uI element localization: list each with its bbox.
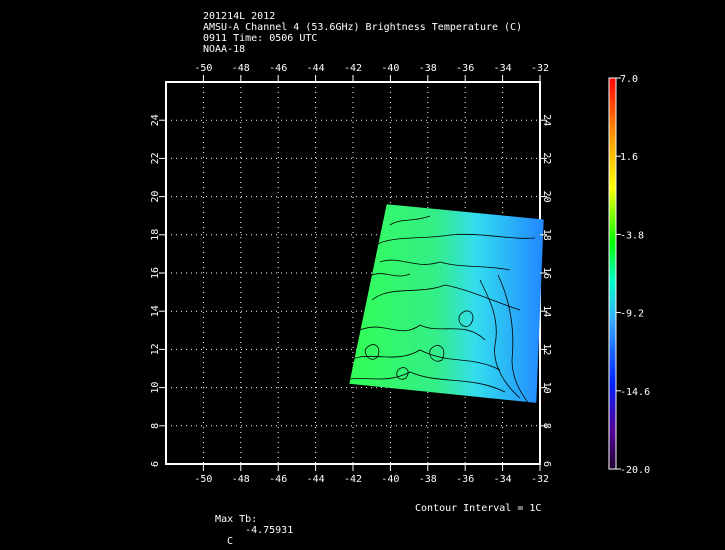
colorbar-label: -14.6: [620, 387, 650, 398]
lon-label-top: -36: [456, 63, 474, 74]
lat-label-left-min: 6: [150, 461, 161, 467]
contour-line: [479, 279, 521, 399]
lat-label-right: 8: [541, 423, 552, 429]
contour-line: [429, 345, 445, 362]
lon-label-top: -46: [269, 63, 287, 74]
contour-line: [364, 344, 380, 360]
product-title: AMSU-A Channel 4 (53.6GHz) Brightness Te…: [203, 22, 523, 33]
lat-label-right: 12: [541, 343, 552, 355]
lat-label-right: 10: [541, 382, 552, 394]
max-tb-value: -4.75931: [245, 525, 294, 536]
satellite-swath: [344, 204, 544, 406]
contour-line: [379, 259, 511, 271]
satellite-name: NOAA-18: [203, 44, 246, 55]
lat-label-left: 22: [150, 152, 161, 164]
contour-line: [359, 324, 486, 341]
contour-line: [458, 310, 474, 327]
lat-label-left: 16: [150, 267, 161, 279]
lat-label-right: 18: [541, 229, 552, 241]
contour-line: [396, 367, 409, 380]
lon-label-bottom: -50: [194, 474, 212, 485]
lon-label-bottom: -38: [419, 474, 437, 485]
lon-label-top: -42: [344, 63, 362, 74]
observation-time: 0911 Time: 0506 UTC: [203, 33, 318, 44]
colorbar-label: -9.2: [620, 309, 644, 320]
contour-line: [371, 273, 411, 277]
contour-line: [389, 215, 431, 226]
lat-label-left: 20: [150, 191, 161, 203]
lat-label-right: 14: [541, 305, 552, 317]
lon-label-bottom: -46: [269, 474, 287, 485]
lat-label-left: 8: [150, 423, 161, 429]
lat-label-right: 24: [541, 114, 552, 126]
colorbar: [608, 77, 617, 470]
lon-label-top: -40: [381, 63, 399, 74]
colorbar-label: 7.0: [620, 74, 638, 85]
lon-label-bottom: -48: [232, 474, 250, 485]
lat-label-left: 14: [150, 305, 161, 317]
contour-line: [371, 284, 521, 311]
lon-label-top: -32: [531, 63, 549, 74]
lat-label-left: 24: [150, 114, 161, 126]
max-tb-unit: C: [227, 536, 234, 547]
lon-label-top: -44: [307, 63, 325, 74]
lat-label-left: 12: [150, 343, 161, 355]
contour-line: [374, 233, 536, 246]
storm-id-title: 201214L 2012: [203, 11, 276, 22]
lon-label-bottom: -40: [381, 474, 399, 485]
lon-label-top: -50: [194, 63, 212, 74]
lon-label-top: -34: [494, 63, 512, 74]
max-tb-label: Max Tb:: [215, 514, 258, 525]
lat-label-right: 22: [541, 152, 552, 164]
lat-label-right-min: 6: [541, 461, 552, 467]
brightness-temperature-field: [349, 204, 544, 403]
lon-label-bottom: -34: [494, 474, 512, 485]
contour-line: [497, 274, 531, 406]
lat-label-right: 16: [541, 267, 552, 279]
colorbar-labels: 7.0 1.6 -3.8 -9.2 -14.6 -20.0: [616, 74, 650, 476]
lat-label-left: 10: [150, 382, 161, 394]
lon-label-top: -38: [419, 63, 437, 74]
contour-interval: Contour Interval = 1C: [415, 503, 542, 514]
contour-line: [344, 371, 506, 393]
colorbar-label: -20.0: [620, 465, 650, 476]
lon-label-bottom: -42: [344, 474, 362, 485]
lon-label-bottom: -44: [307, 474, 325, 485]
max-tb-readout: Max Tb: -4.75931 C: [203, 503, 293, 547]
map-axes: -50 -50 -48 -48 -46 -46 -44 -44 -42 -42 -40 -40 -38 -…: [150, 63, 552, 485]
lat-label-right: 20: [541, 191, 552, 203]
colorbar-label: -3.8: [620, 230, 644, 241]
lon-label-bottom: -32: [531, 474, 549, 485]
lon-label-bottom: -36: [456, 474, 474, 485]
contour-line: [349, 349, 501, 371]
lon-label-top: -48: [232, 63, 250, 74]
lat-label-left: 18: [150, 229, 161, 241]
colorbar-label: 1.6: [620, 152, 638, 163]
plot-header: 201214L 2012 AMSU-A Channel 4 (53.6GHz) …: [203, 11, 522, 55]
